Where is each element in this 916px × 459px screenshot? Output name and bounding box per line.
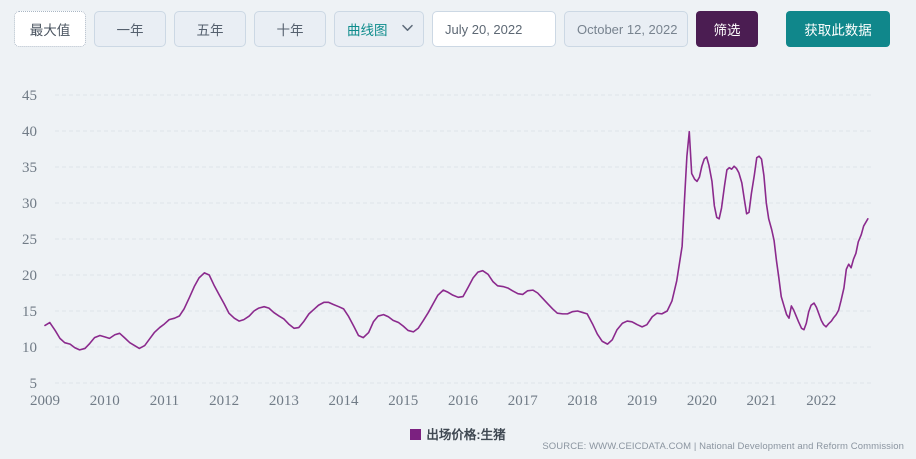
chart-gridlines — [55, 94, 872, 384]
filter-button-label: 筛选 — [713, 23, 741, 38]
range-button-max[interactable]: 最大值 — [14, 11, 86, 47]
chart-x-axis-labels: 2009 2010 2011 2012 2013 2014 2015 2016 2017 2018… — [30, 393, 836, 409]
x-axis-tick-label: 2011 — [150, 393, 179, 409]
legend-label: 出场价格:生猪 — [426, 428, 506, 442]
range-button-5y-label: 五年 — [196, 23, 224, 38]
range-button-max-label: 最大值 — [29, 23, 71, 38]
range-button-5y[interactable]: 五年 — [174, 11, 246, 47]
range-button-1y[interactable]: 一年 — [94, 11, 166, 47]
x-axis-tick-label: 2013 — [269, 393, 299, 409]
chart-type-select-value: 曲线图 — [347, 23, 388, 38]
date-from-value: July 20, 2022 — [445, 21, 523, 37]
y-axis-tick-label: 10 — [22, 340, 37, 356]
y-axis-tick-label: 5 — [30, 376, 38, 392]
chart-area: 5 10 15 20 25 30 35 40 45 2009 2010 2011 2012 2013 20… — [0, 58, 916, 418]
x-axis-tick-label: 2010 — [90, 393, 120, 409]
date-from-input[interactable]: July 20, 2022 — [432, 11, 556, 47]
x-axis-tick-label: 2016 — [448, 393, 479, 409]
x-axis-tick-label: 2015 — [388, 393, 418, 409]
x-axis-tick-label: 2018 — [567, 393, 597, 409]
x-axis-tick-label: 2017 — [508, 393, 539, 409]
x-axis-tick-label: 2019 — [627, 393, 657, 409]
y-axis-tick-label: 15 — [22, 304, 37, 320]
get-data-button-label: 获取此数据 — [804, 23, 872, 38]
y-axis-tick-label: 20 — [22, 268, 37, 284]
x-axis-tick-label: 2009 — [30, 393, 60, 409]
x-axis-tick-label: 2022 — [806, 393, 836, 409]
range-button-10y[interactable]: 十年 — [254, 11, 326, 47]
date-to-value: October 12, 2022 — [577, 21, 678, 37]
x-axis-tick-label: 2014 — [329, 393, 360, 409]
x-axis-tick-label: 2012 — [209, 393, 239, 409]
date-to-input[interactable]: October 12, 2022 — [564, 11, 688, 47]
chart-series-line — [44, 130, 869, 351]
x-axis-tick-label: 2020 — [687, 393, 717, 409]
y-axis-tick-label: 30 — [22, 196, 37, 212]
y-axis-tick-label: 35 — [22, 160, 37, 176]
get-data-button[interactable]: 获取此数据 — [786, 11, 890, 47]
chart-legend: 出场价格:生猪 — [0, 424, 916, 443]
chart-source-note: SOURCE: WWW.CEICDATA.COM | National Deve… — [542, 441, 904, 452]
chart-toolbar: 最大值 一年 五年 十年 曲线图 July 20, 2022 October 1… — [0, 0, 916, 47]
filter-button[interactable]: 筛选 — [696, 11, 758, 47]
y-axis-tick-label: 25 — [22, 232, 37, 248]
chevron-down-icon — [402, 24, 413, 35]
chart-type-select[interactable]: 曲线图 — [334, 11, 424, 47]
y-axis-tick-label: 40 — [22, 124, 37, 140]
range-button-10y-label: 十年 — [276, 23, 304, 38]
chart-y-axis-labels: 5 10 15 20 25 30 35 40 45 — [22, 88, 37, 392]
range-button-1y-label: 一年 — [116, 23, 144, 38]
legend-swatch — [410, 429, 422, 440]
x-axis-tick-label: 2021 — [747, 393, 777, 409]
y-axis-tick-label: 45 — [22, 88, 37, 104]
